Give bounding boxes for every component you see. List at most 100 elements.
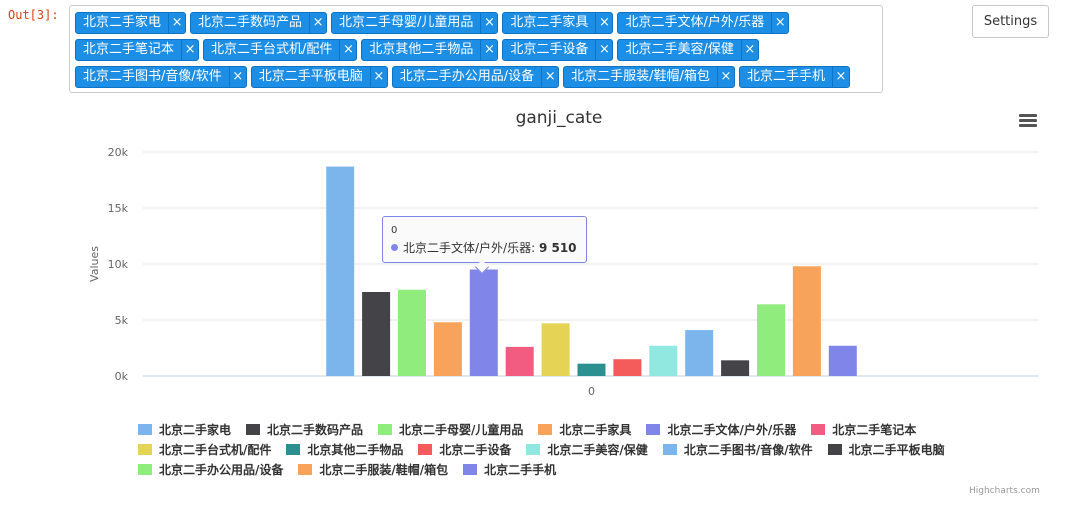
- tag-remove-icon[interactable]: ×: [168, 13, 185, 33]
- legend-item[interactable]: 北京二手台式机/配件: [138, 441, 271, 458]
- tag-row: 北京二手图书/音像/软件 × 北京二手平板电脑 × 北京二手办公用品/设备 × 北京二手服装…: [75, 66, 850, 88]
- tag-remove-icon[interactable]: ×: [181, 40, 198, 60]
- legend-label: 北京二手家电: [159, 422, 232, 437]
- tag-label: 北京二手家具: [510, 15, 589, 30]
- legend-item[interactable]: 北京二手平板电脑: [827, 441, 945, 458]
- selected-tag[interactable]: 北京二手笔记本 ×: [75, 39, 200, 61]
- legend-item[interactable]: 北京二手数码产品: [246, 421, 363, 438]
- selected-tag[interactable]: 北京二手美容/保健 ×: [617, 39, 759, 61]
- legend-label: 北京二手服装/鞋帽/箱包: [319, 462, 449, 477]
- tag-remove-icon[interactable]: ×: [831, 67, 849, 87]
- x-tick-label: 0: [588, 385, 595, 398]
- legend-item[interactable]: 北京二手文体/户外/乐器: [646, 421, 796, 438]
- selected-tag[interactable]: 北京二手家电 ×: [75, 12, 187, 34]
- selected-tag[interactable]: 北京二手文体/户外/乐器 ×: [617, 12, 790, 34]
- tag-remove-icon[interactable]: ×: [369, 67, 387, 87]
- settings-button[interactable]: Settings: [972, 5, 1049, 38]
- legend-item[interactable]: 北京二手办公用品/设备: [138, 461, 283, 478]
- bar: [362, 292, 391, 376]
- legend-item[interactable]: 北京二手手机: [463, 461, 556, 478]
- legend-item[interactable]: 北京二手美容/保健: [526, 441, 648, 458]
- legend-item[interactable]: 北京二手图书/音像/软件: [662, 441, 813, 458]
- tooltip-body: 北京二手文体/户外/乐器: 9 510: [391, 239, 577, 256]
- legend-symbol: [286, 443, 301, 455]
- tooltip-separator: :: [531, 241, 539, 255]
- legend-row: 北京二手家电 北京二手数码产品 北京二手母婴/儿童用品 北京二手家具 北京二手文体/户外…: [138, 419, 1038, 439]
- legend-symbol: [298, 463, 313, 475]
- tooltip-value: 9 510: [538, 241, 577, 255]
- legend-item[interactable]: 北京二手笔记本: [811, 421, 916, 438]
- tag-label: 北京二手图书/音像/软件: [83, 69, 222, 84]
- selected-tag[interactable]: 北京二手设备 ×: [502, 39, 614, 61]
- selected-tag[interactable]: 北京二手平板电脑 ×: [250, 66, 388, 88]
- tooltip-series-dot: [391, 244, 398, 251]
- tag-label: 北京二手服装/鞋帽/箱包: [571, 69, 710, 84]
- tag-remove-icon[interactable]: ×: [480, 40, 497, 60]
- tag-remove-icon[interactable]: ×: [309, 13, 326, 33]
- bar: [613, 359, 642, 376]
- chart-legend: 北京二手家电 北京二手数码产品 北京二手母婴/儿童用品 北京二手家具 北京二手文体/户外…: [138, 419, 1038, 479]
- selected-tag[interactable]: 北京二手台式机/配件 ×: [203, 39, 358, 61]
- legend-label: 北京二手美容/保健: [547, 442, 648, 457]
- selected-tag[interactable]: 北京二手服装/鞋帽/箱包 ×: [563, 66, 735, 88]
- legend-item[interactable]: 北京二手母婴/儿童用品: [378, 421, 523, 438]
- y-tick-label: 15k: [108, 202, 129, 215]
- legend-label: 北京二手图书/音像/软件: [683, 442, 813, 457]
- tag-remove-icon[interactable]: ×: [480, 13, 497, 33]
- tag-remove-icon[interactable]: ×: [595, 40, 612, 60]
- tag-remove-icon[interactable]: ×: [771, 13, 788, 33]
- legend-item[interactable]: 北京其他二手物品: [286, 441, 403, 458]
- tag-remove-icon[interactable]: ×: [716, 67, 734, 87]
- legend-label: 北京二手平板电脑: [848, 442, 945, 457]
- bar: [721, 360, 750, 376]
- output-prompt: Out[3]:: [8, 8, 59, 22]
- selected-tag[interactable]: 北京二手家具 ×: [502, 12, 614, 34]
- y-axis-title: Values: [88, 246, 101, 282]
- bar: [433, 322, 462, 376]
- legend-symbol: [418, 443, 433, 455]
- legend-label: 北京二手数码产品: [267, 422, 364, 437]
- legend-symbol: [811, 423, 826, 435]
- legend-item[interactable]: 北京二手设备: [418, 441, 511, 458]
- selected-tag[interactable]: 北京二手图书/音像/软件 ×: [75, 66, 247, 88]
- selected-tag[interactable]: 北京二手手机 ×: [738, 66, 850, 88]
- bar: [649, 345, 678, 376]
- tag-row: 北京二手家电 × 北京二手数码产品 × 北京二手母婴/儿童用品 × 北京二手家具 × 北京二手文…: [75, 12, 790, 34]
- tag-remove-icon[interactable]: ×: [595, 13, 612, 33]
- tag-label: 北京二手母婴/儿童用品: [339, 15, 474, 30]
- tag-label: 北京二手平板电脑: [258, 69, 363, 84]
- legend-symbol: [526, 443, 541, 455]
- selected-tag[interactable]: 北京二手母婴/儿童用品 ×: [331, 12, 499, 34]
- legend-item[interactable]: 北京二手服装/鞋帽/箱包: [298, 461, 448, 478]
- legend-label: 北京二手文体/户外/乐器: [667, 422, 797, 437]
- tag-remove-icon[interactable]: ×: [541, 67, 558, 87]
- y-tick-label: 5k: [115, 314, 129, 327]
- tag-label: 北京二手笔记本: [83, 42, 175, 57]
- legend-symbol: [538, 423, 553, 435]
- selected-tag[interactable]: 北京其他二手物品 ×: [361, 39, 499, 61]
- legend-row: 北京二手办公用品/设备 北京二手服装/鞋帽/箱包 北京二手手机: [138, 459, 1038, 479]
- legend-label: 北京二手笔记本: [832, 422, 917, 437]
- legend-label: 北京二手台式机/配件: [159, 442, 272, 457]
- legend-label: 北京其他二手物品: [307, 442, 404, 457]
- legend-item[interactable]: 北京二手家电: [138, 421, 231, 438]
- category-multiselect[interactable]: 北京二手家电 × 北京二手数码产品 × 北京二手母婴/儿童用品 × 北京二手家具 × 北京二手文…: [69, 5, 883, 93]
- legend-symbol: [646, 423, 661, 435]
- tag-remove-icon[interactable]: ×: [740, 40, 758, 60]
- highcharts-credits[interactable]: Highcharts.com: [969, 486, 1040, 496]
- tag-label: 北京二手设备: [510, 42, 589, 57]
- legend-label: 北京二手办公用品/设备: [159, 462, 284, 477]
- y-tick-label: 20k: [108, 146, 129, 159]
- tag-label: 北京二手台式机/配件: [211, 42, 333, 57]
- tooltip-header: 0: [391, 225, 398, 236]
- selected-tag[interactable]: 北京二手办公用品/设备 ×: [391, 66, 560, 88]
- legend-item[interactable]: 北京二手家具: [538, 421, 631, 438]
- chart-menu-icon[interactable]: [1019, 114, 1037, 128]
- legend-symbol: [138, 463, 152, 475]
- bar: [685, 330, 714, 376]
- selected-tag[interactable]: 北京二手数码产品 ×: [190, 12, 328, 34]
- tag-remove-icon[interactable]: ×: [228, 67, 246, 87]
- bar: [541, 323, 570, 376]
- tag-remove-icon[interactable]: ×: [339, 40, 356, 60]
